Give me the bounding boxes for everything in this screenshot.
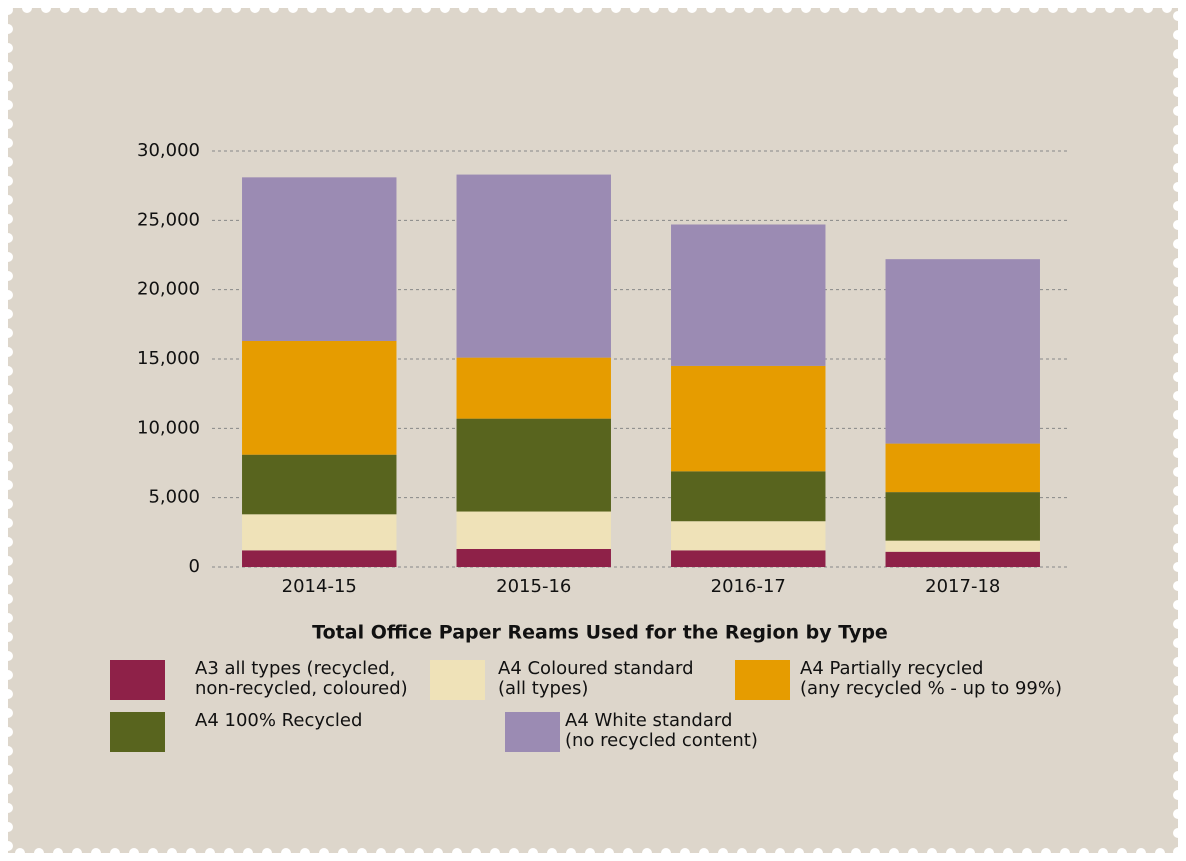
bar-segment <box>242 550 397 567</box>
stamp-border <box>3 3 1183 858</box>
legend-label: A3 all types (recycled, non-recycled, co… <box>195 658 408 699</box>
bar-segment <box>456 418 611 512</box>
legend-swatch <box>110 712 165 752</box>
legend-swatch <box>110 660 165 700</box>
bar-segment <box>242 454 397 515</box>
y-tick-label: 5,000 <box>148 487 200 508</box>
bar-segment <box>456 174 611 358</box>
bar-segment <box>671 224 826 366</box>
legend-label: A4 Coloured standard (all types) <box>498 658 694 699</box>
x-tick-label: 2014-15 <box>282 576 357 597</box>
y-tick-label: 30,000 <box>137 140 200 161</box>
y-tick-label: 25,000 <box>137 209 200 230</box>
bar-segment <box>242 340 397 455</box>
bar-segment <box>456 511 611 549</box>
bar-segment <box>885 551 1040 567</box>
bar-segment <box>242 514 397 551</box>
bar-segment <box>885 540 1040 552</box>
x-tick-label: 2016-17 <box>711 576 786 597</box>
legend-label: A4 100% Recycled <box>195 710 363 731</box>
legend-label: A4 White standard (no recycled content) <box>565 710 758 751</box>
bar-segment <box>456 548 611 567</box>
legend-swatch <box>430 660 485 700</box>
bar-segment <box>885 259 1040 444</box>
y-tick-label: 10,000 <box>137 417 200 438</box>
x-tick-label: 2015-16 <box>496 576 571 597</box>
bar-segment <box>671 521 826 551</box>
bar-segment <box>885 492 1040 541</box>
chart-title: Total Office Paper Reams Used for the Re… <box>312 622 888 644</box>
legend-swatch <box>505 712 560 752</box>
bar-segment <box>242 177 397 341</box>
bar-segment <box>671 550 826 567</box>
y-tick-label: 20,000 <box>137 279 200 300</box>
bar-segment <box>671 365 826 472</box>
bar-segment <box>671 471 826 522</box>
bar-segment <box>885 443 1040 493</box>
y-tick-label: 15,000 <box>137 348 200 369</box>
bar-segment <box>456 357 611 419</box>
x-tick-label: 2017-18 <box>925 576 1000 597</box>
y-tick-label: 0 <box>189 556 200 577</box>
legend-swatch <box>735 660 790 700</box>
legend-label: A4 Partially recycled (any recycled % - … <box>800 658 1063 699</box>
